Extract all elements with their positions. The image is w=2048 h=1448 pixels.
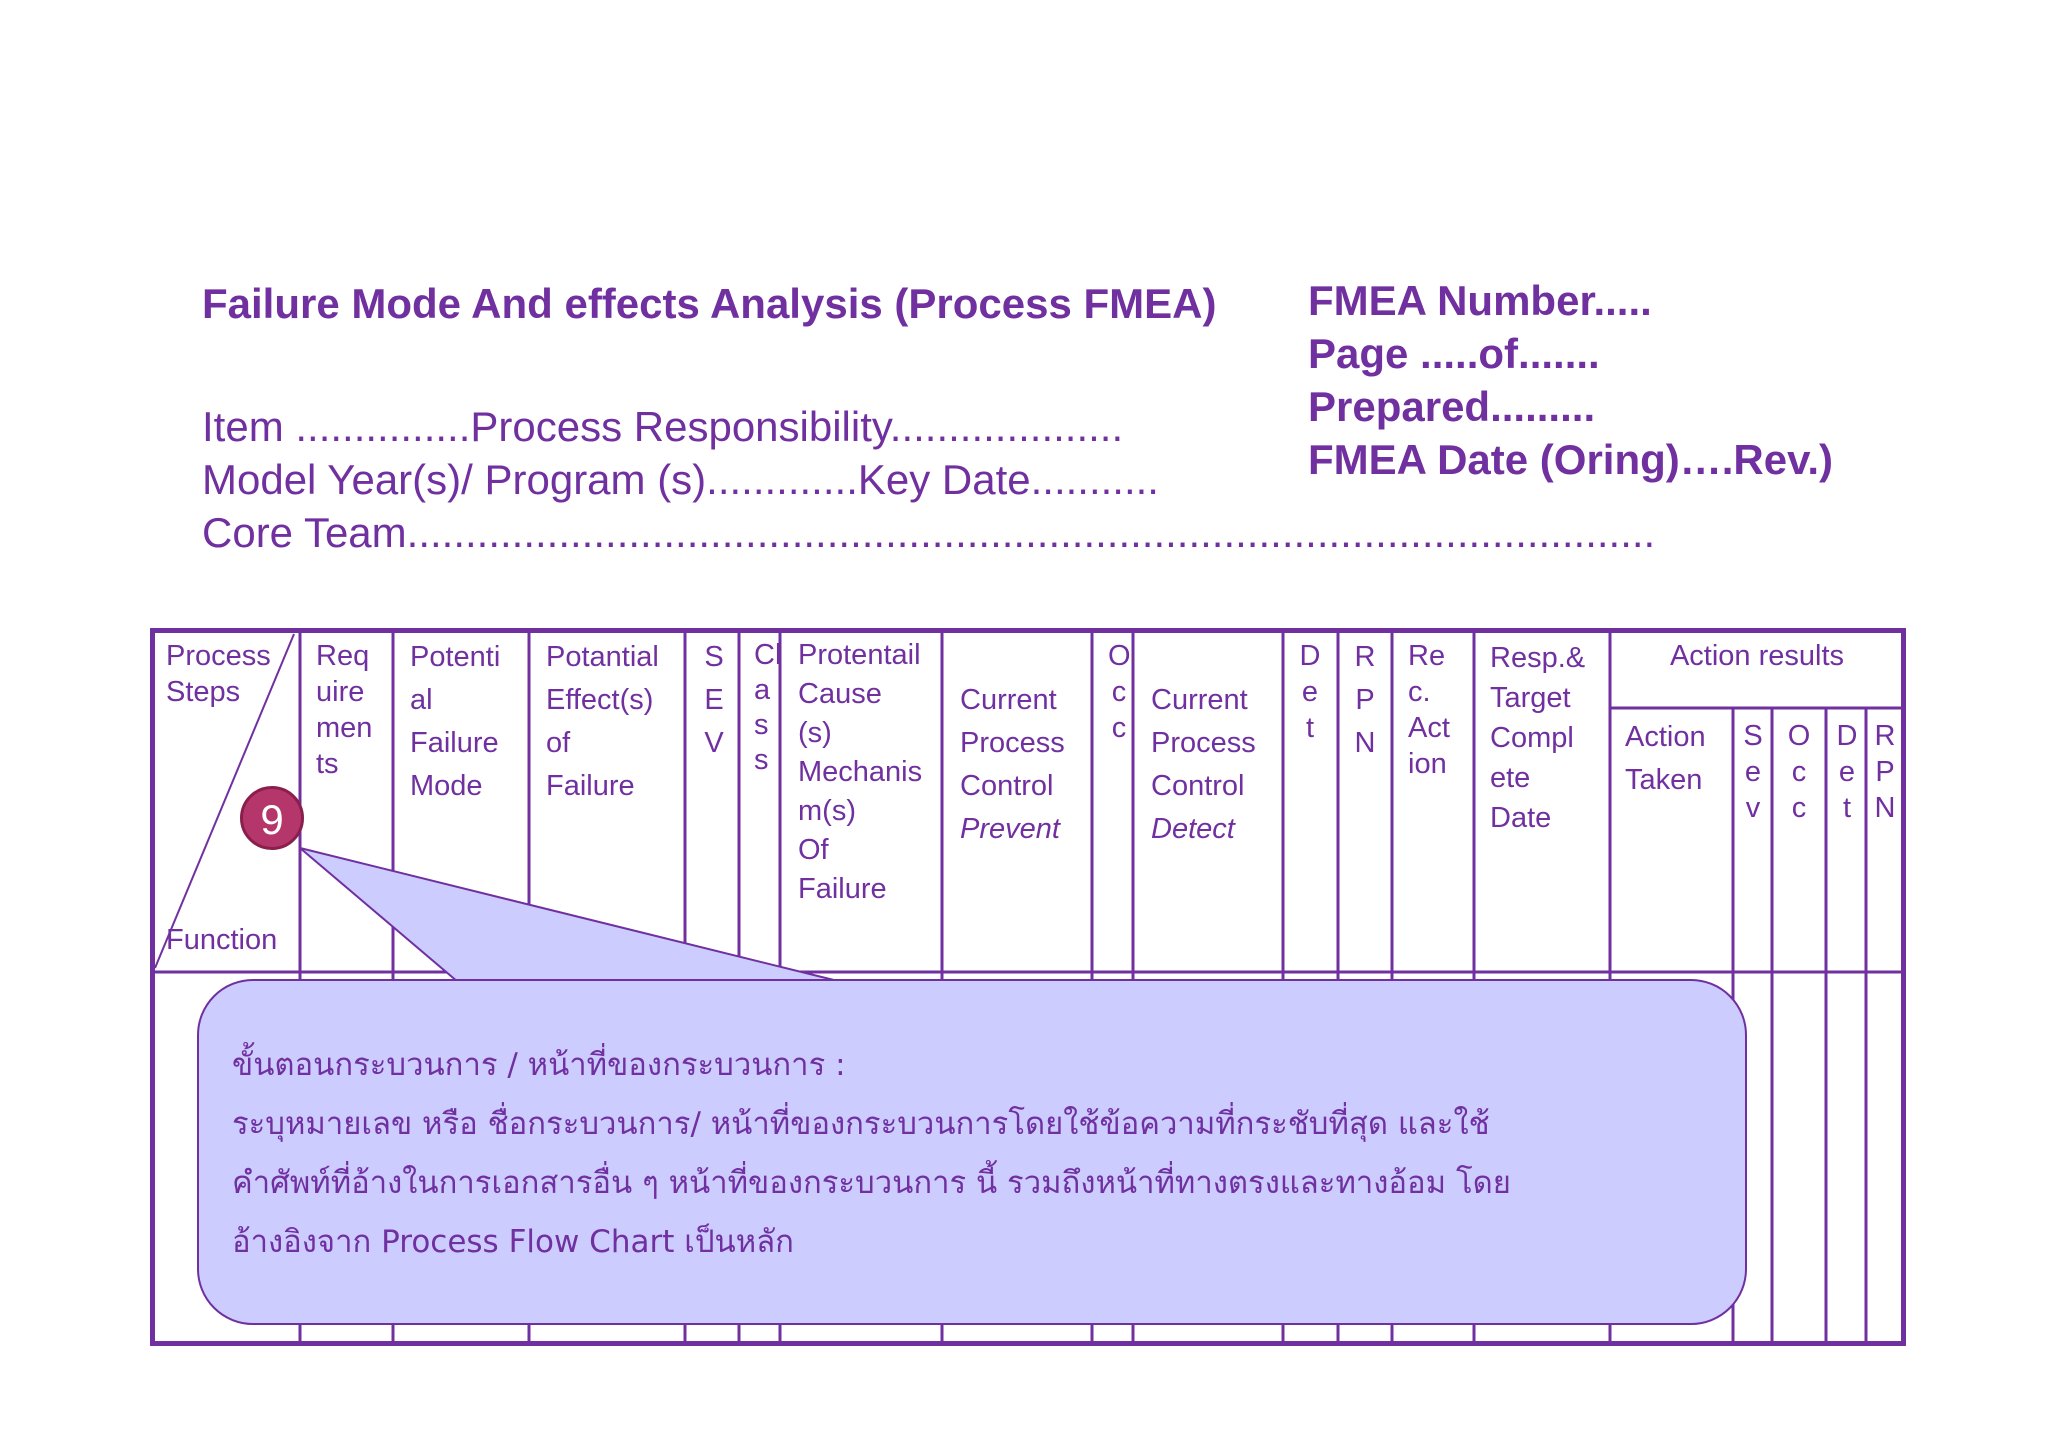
diagonal-line — [154, 633, 295, 969]
callout-text: ขั้นตอนกระบวนการ / หน้าที่ของกระบวนการ :… — [232, 1036, 1511, 1272]
header-resp-target: Resp.& Target Compl ete Date — [1490, 642, 1586, 834]
fmea-table — [150, 628, 1906, 1346]
detect-sub-label: Detect — [1151, 813, 1235, 845]
header-rpn: R P N — [1354, 641, 1376, 759]
header-occ: O c c — [1108, 640, 1131, 744]
header-sev: S E V — [704, 641, 724, 759]
header-action-taken: Action Taken — [1625, 721, 1706, 796]
header-result-occ: O c c — [1787, 720, 1811, 824]
fmea-number: FMEA Number..... — [1308, 277, 1652, 324]
header-current-control-detect: Current Process Control Detect — [1151, 636, 1256, 894]
callout-line: ระบุหมายเลข หรือ ชื่อกระบวนการ/ หน้าที่ข… — [232, 1106, 1490, 1142]
header-result-rpn: R P N — [1874, 720, 1896, 824]
header-action-results: Action results — [1669, 640, 1845, 672]
core-team-line: Core Team...............................… — [202, 509, 1656, 556]
header-det: D e t — [1299, 640, 1321, 744]
callout-pointer — [299, 847, 843, 983]
header-function: Function — [166, 924, 278, 956]
fmea-meta: FMEA Number..... Page .....of....... Pre… — [1308, 274, 1833, 486]
callout-line: คำศัพท์ที่อ้างในการเอกสารอื่น ๆ หน้าที่ข… — [232, 1165, 1511, 1201]
header-potential-cause: Protentail Cause (s) Mechanis m(s) Of Fa… — [798, 639, 923, 905]
form-title: Failure Mode And effects Analysis (Proce… — [202, 280, 1217, 327]
header-current-control-prevent: Current Process Control Prevent — [960, 636, 1065, 894]
header-potential-failure-mode: Potenti al Failure Mode — [410, 641, 501, 802]
page-of: Page .....of....... — [1308, 330, 1600, 377]
detect-control-label: Current Process Control — [1151, 684, 1256, 802]
header-requirements: Req uire men ts — [316, 640, 373, 780]
prepared: Prepared......... — [1308, 383, 1596, 430]
model-year-line: Model Year(s)/ Program (s).............K… — [202, 456, 1159, 503]
callout-line: อ้างอิงจาก Process Flow Chart เป็นหลัก — [232, 1224, 794, 1260]
step-number-badge: 9 — [240, 786, 304, 850]
fmea-date: FMEA Date (Oring)….Rev.) — [1308, 436, 1834, 483]
prevent-control-label: Current Process Control — [960, 684, 1065, 802]
header-result-det: D e t — [1836, 720, 1858, 824]
header-process-steps: Process Steps — [166, 640, 271, 708]
header-potential-effects: Potantial Effect(s) of Failure — [546, 641, 659, 802]
header-rec-action: Re c. Act ion — [1408, 640, 1450, 780]
item-line: Item ...............Process Responsibili… — [202, 403, 1124, 450]
callout-box — [197, 979, 1747, 1325]
callout-line: ขั้นตอนกระบวนการ / หน้าที่ของกระบวนการ : — [232, 1047, 846, 1083]
header-result-sev: S e v — [1743, 720, 1763, 824]
header-class: Cl a s s — [754, 639, 782, 776]
prevent-sub-label: Prevent — [960, 813, 1060, 845]
